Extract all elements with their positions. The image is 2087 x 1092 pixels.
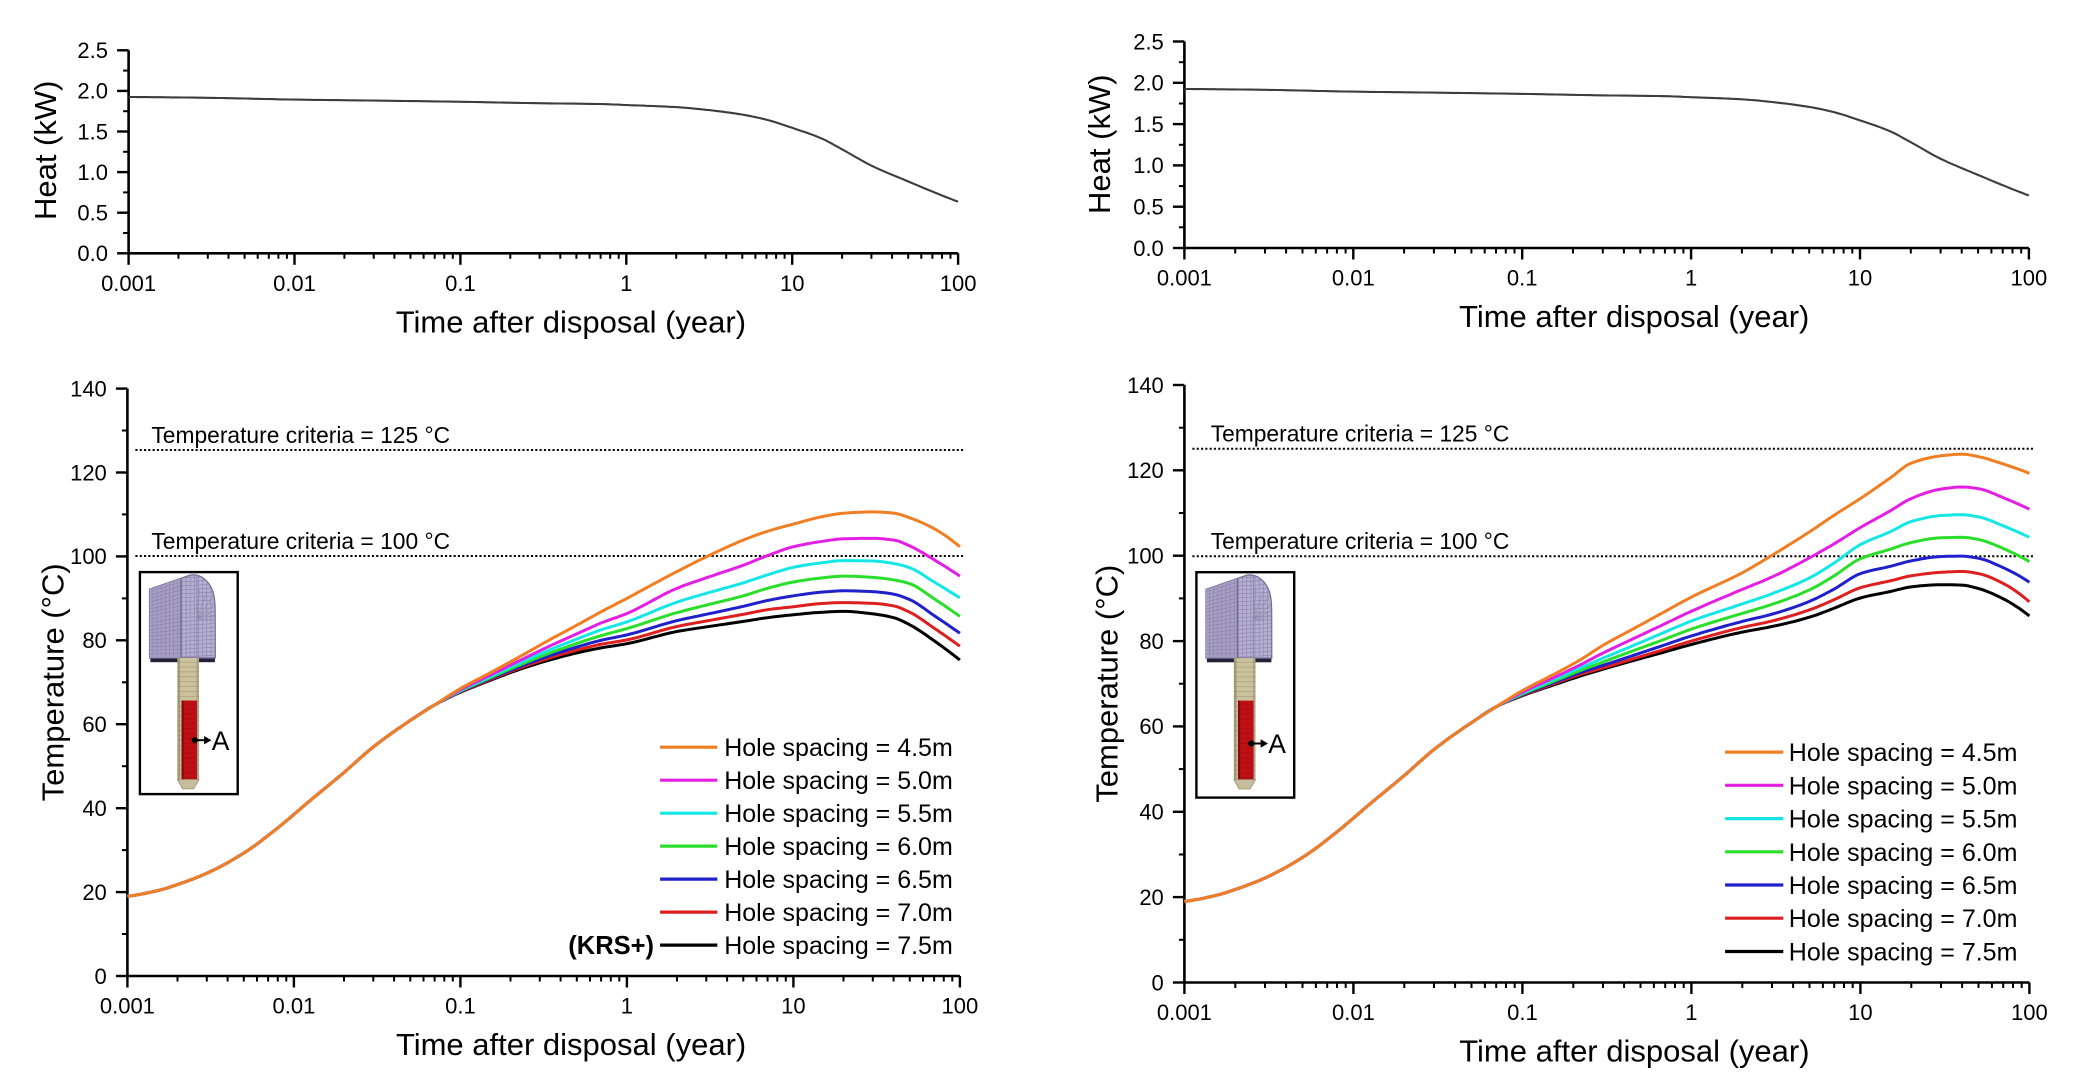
svg-text:1.0: 1.0: [77, 160, 108, 185]
svg-text:0.5: 0.5: [1133, 195, 1164, 220]
svg-text:Hole spacing = 6.5m: Hole spacing = 6.5m: [1789, 872, 2018, 900]
svg-text:80: 80: [1139, 629, 1163, 654]
svg-text:0.01: 0.01: [272, 994, 315, 1019]
svg-text:(KRS+): (KRS+): [568, 932, 654, 960]
svg-text:60: 60: [1139, 714, 1163, 739]
svg-text:0.01: 0.01: [1332, 1000, 1375, 1025]
svg-text:100: 100: [942, 994, 979, 1019]
svg-text:100: 100: [2011, 266, 2048, 291]
svg-text:0.1: 0.1: [445, 994, 476, 1019]
svg-text:80: 80: [82, 628, 106, 653]
svg-text:2.5: 2.5: [1133, 29, 1164, 54]
svg-text:Hole spacing = 5.5m: Hole spacing = 5.5m: [1789, 806, 2018, 834]
svg-text:Hole spacing = 6.0m: Hole spacing = 6.0m: [1789, 839, 2018, 867]
svg-text:Temperature (°C): Temperature (°C): [36, 563, 71, 801]
svg-text:2.0: 2.0: [77, 79, 108, 104]
svg-text:Hole spacing = 5.5m: Hole spacing = 5.5m: [724, 800, 953, 828]
svg-text:120: 120: [70, 460, 107, 485]
svg-text:Hole spacing = 5.0m: Hole spacing = 5.0m: [1789, 772, 2018, 800]
svg-text:Time after disposal (year): Time after disposal (year): [1459, 1034, 1809, 1069]
svg-text:1: 1: [620, 271, 632, 296]
svg-text:A: A: [212, 726, 230, 756]
svg-text:0.001: 0.001: [100, 994, 155, 1019]
svg-text:Hole spacing = 6.0m: Hole spacing = 6.0m: [724, 833, 953, 861]
svg-text:100: 100: [2011, 1000, 2048, 1025]
svg-text:0.001: 0.001: [101, 271, 156, 296]
svg-text:0.001: 0.001: [1157, 1000, 1212, 1025]
svg-text:Hole spacing = 4.5m: Hole spacing = 4.5m: [724, 734, 953, 762]
svg-text:0.01: 0.01: [273, 271, 316, 296]
svg-text:40: 40: [82, 796, 106, 821]
svg-text:Time after disposal (year): Time after disposal (year): [396, 304, 746, 339]
svg-text:100: 100: [70, 544, 107, 569]
svg-text:0.01: 0.01: [1332, 266, 1375, 291]
svg-text:1.5: 1.5: [1133, 112, 1164, 137]
svg-text:Hole spacing = 7.5m: Hole spacing = 7.5m: [724, 932, 953, 960]
svg-text:Temperature criteria = 100 °C: Temperature criteria = 100 °C: [151, 528, 450, 554]
svg-text:140: 140: [1127, 373, 1164, 398]
svg-text:Hole spacing = 7.0m: Hole spacing = 7.0m: [1789, 905, 2018, 933]
svg-text:10: 10: [780, 271, 804, 296]
svg-text:0: 0: [95, 964, 107, 989]
svg-text:2.5: 2.5: [77, 38, 108, 63]
svg-text:0.0: 0.0: [77, 241, 108, 266]
svg-text:Hole spacing = 6.5m: Hole spacing = 6.5m: [724, 866, 953, 894]
svg-text:0.1: 0.1: [445, 271, 476, 296]
svg-text:Time after disposal (year): Time after disposal (year): [396, 1027, 746, 1062]
svg-text:1: 1: [1685, 1000, 1697, 1025]
svg-text:120: 120: [1127, 458, 1164, 483]
svg-text:1.5: 1.5: [77, 119, 108, 144]
svg-text:140: 140: [70, 376, 107, 401]
svg-text:10: 10: [781, 994, 805, 1019]
svg-text:Heat (kW): Heat (kW): [1082, 74, 1117, 214]
svg-text:0.5: 0.5: [77, 201, 108, 226]
svg-text:0.1: 0.1: [1507, 1000, 1538, 1025]
svg-text:1.0: 1.0: [1133, 153, 1164, 178]
svg-text:Time after disposal (year): Time after disposal (year): [1459, 299, 1809, 334]
svg-text:0.0: 0.0: [1133, 236, 1164, 261]
svg-text:Temperature criteria = 125 °C: Temperature criteria = 125 °C: [1211, 421, 1510, 447]
svg-text:1: 1: [621, 994, 633, 1019]
svg-text:Heat (kW): Heat (kW): [28, 81, 63, 221]
svg-text:A: A: [1268, 729, 1286, 759]
svg-text:100: 100: [940, 271, 977, 296]
svg-text:20: 20: [1139, 885, 1163, 910]
svg-text:0.1: 0.1: [1507, 266, 1538, 291]
svg-text:1: 1: [1685, 266, 1697, 291]
svg-text:Temperature (°C): Temperature (°C): [1090, 565, 1125, 803]
svg-text:Hole spacing = 5.0m: Hole spacing = 5.0m: [724, 767, 953, 795]
svg-text:Temperature criteria = 125 °C: Temperature criteria = 125 °C: [151, 422, 450, 448]
svg-text:Temperature criteria = 100 °C: Temperature criteria = 100 °C: [1211, 528, 1510, 554]
svg-text:60: 60: [82, 712, 106, 737]
svg-text:Hole spacing = 7.5m: Hole spacing = 7.5m: [1789, 939, 2018, 967]
svg-text:2.0: 2.0: [1133, 71, 1164, 96]
svg-text:10: 10: [1848, 1000, 1872, 1025]
svg-text:Hole spacing = 7.0m: Hole spacing = 7.0m: [724, 899, 953, 927]
svg-text:10: 10: [1848, 266, 1872, 291]
svg-text:Hole spacing = 4.5m: Hole spacing = 4.5m: [1789, 739, 2018, 767]
svg-text:0.001: 0.001: [1157, 266, 1212, 291]
svg-text:40: 40: [1139, 800, 1163, 825]
svg-text:20: 20: [82, 880, 106, 905]
svg-text:100: 100: [1127, 544, 1164, 569]
svg-text:0: 0: [1152, 970, 1164, 995]
